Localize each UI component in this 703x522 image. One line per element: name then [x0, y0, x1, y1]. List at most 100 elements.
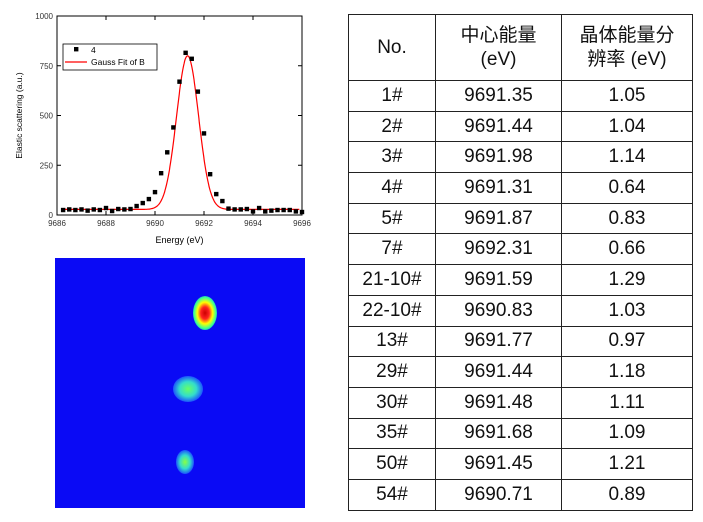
- table-row: 4# 9691.31 0.64: [348, 172, 693, 204]
- resolution-cell: 1.03: [561, 294, 693, 327]
- spot-middle: [173, 376, 203, 402]
- resolution-cell: 0.83: [561, 202, 693, 235]
- legend-label-points: 4: [91, 45, 96, 55]
- y-tick-label: 0: [49, 211, 54, 220]
- table-row: 21-10# 9691.59 1.29: [348, 264, 693, 296]
- data-point: [122, 207, 127, 212]
- data-point: [250, 209, 256, 214]
- center-energy-cell: 9691.48: [435, 386, 562, 419]
- data-point: [97, 207, 103, 213]
- sample-id-cell: 4#: [348, 172, 436, 204]
- data-point: [226, 206, 231, 211]
- data-point: [158, 171, 164, 176]
- data-point: [195, 89, 201, 94]
- data-point: [293, 209, 299, 214]
- data-point: [263, 209, 268, 214]
- data-point: [256, 205, 262, 211]
- sample-id-cell: 30#: [348, 386, 436, 419]
- y-tick-label: 750: [40, 62, 54, 71]
- x-tick-label: 9694: [244, 219, 262, 228]
- y-axis-label: Elastic scattering (a.u.): [14, 72, 24, 159]
- header-no: No.: [348, 14, 436, 81]
- sample-id-cell: 2#: [348, 110, 436, 143]
- resolution-cell: 0.64: [561, 172, 693, 204]
- x-tick-label: 9696: [293, 219, 311, 228]
- center-energy-cell: 9690.71: [435, 478, 562, 511]
- resolution-cell: 1.21: [561, 448, 693, 480]
- x-tick-label: 9692: [195, 219, 213, 228]
- table-row: 22-10# 9690.83 1.03: [348, 294, 693, 327]
- data-point: [189, 56, 194, 61]
- data-point: [140, 200, 145, 206]
- data-point: [165, 150, 170, 155]
- data-point: [269, 208, 274, 213]
- data-point: [171, 125, 176, 130]
- resolution-table: No. 中心能量 (eV) 晶体能量分 辨率 (eV) 1# 9691.35 1.0…: [348, 14, 693, 511]
- data-point: [67, 207, 72, 212]
- sample-id-cell: 50#: [348, 448, 436, 480]
- x-tick-label: 9688: [97, 219, 115, 228]
- sample-id-cell: 3#: [348, 141, 436, 174]
- center-energy-cell: 9691.35: [435, 80, 562, 112]
- header-center-energy: 中心能量 (eV): [435, 14, 562, 81]
- center-energy-cell: 9691.98: [435, 141, 562, 174]
- center-energy-cell: 9690.83: [435, 294, 562, 327]
- data-point: [79, 207, 84, 212]
- table-row: 54# 9690.71 0.89: [348, 478, 693, 511]
- data-point: [116, 206, 121, 212]
- data-point: [299, 209, 305, 215]
- data-point: [91, 207, 96, 212]
- center-energy-cell: 9691.45: [435, 448, 562, 480]
- gauss-fit-chart: 9686 9688 9690 9692 9694 9696 0 250 500 750 1000 En…: [14, 12, 311, 245]
- spot-lower: [176, 450, 194, 474]
- x-tick-label: 9690: [146, 219, 164, 228]
- y-tick-label: 500: [40, 112, 54, 121]
- sample-id-cell: 13#: [348, 325, 436, 358]
- table-row: 1# 9691.35 1.05: [348, 80, 693, 112]
- data-point: [109, 208, 115, 214]
- sample-id-cell: 7#: [348, 233, 436, 266]
- data-point: [201, 131, 207, 136]
- center-energy-cell: 9691.59: [435, 264, 562, 296]
- gauss-fit-line: [63, 55, 300, 210]
- data-point: [232, 207, 237, 212]
- resolution-cell: 1.29: [561, 264, 693, 296]
- table-header-row: No. 中心能量 (eV) 晶体能量分 辨率 (eV): [348, 14, 693, 81]
- legend-marker-points: [74, 47, 79, 52]
- resolution-cell: 0.89: [561, 478, 693, 511]
- center-energy-cell: 9692.31: [435, 233, 562, 266]
- center-energy-cell: 9691.68: [435, 417, 562, 450]
- table-row: 5# 9691.87 0.83: [348, 202, 693, 235]
- data-point: [183, 50, 188, 56]
- center-energy-cell: 9691.77: [435, 325, 562, 358]
- table-row: 30# 9691.48 1.11: [348, 386, 693, 419]
- resolution-cell: 0.66: [561, 233, 693, 266]
- sample-id-cell: 22-10#: [348, 294, 436, 327]
- sample-id-cell: 35#: [348, 417, 436, 450]
- resolution-cell: 1.05: [561, 80, 693, 112]
- table-row: 13# 9691.77 0.97: [348, 325, 693, 358]
- table-row: 29# 9691.44 1.18: [348, 356, 693, 388]
- resolution-cell: 1.04: [561, 110, 693, 143]
- resolution-cell: 1.18: [561, 356, 693, 388]
- spot-upper: [193, 296, 217, 330]
- data-point: [134, 203, 139, 209]
- resolution-cell: 0.97: [561, 325, 693, 358]
- header-resolution: 晶体能量分 辨率 (eV): [561, 14, 693, 81]
- data-point: [275, 207, 280, 213]
- center-energy-cell: 9691.31: [435, 172, 562, 204]
- x-tick-label: 9686: [48, 219, 66, 228]
- center-energy-cell: 9691.44: [435, 356, 562, 388]
- data-point: [60, 207, 66, 213]
- sample-id-cell: 29#: [348, 356, 436, 388]
- data-point: [287, 207, 292, 213]
- resolution-cell: 1.14: [561, 141, 693, 174]
- center-energy-cell: 9691.87: [435, 202, 562, 235]
- data-point: [281, 207, 286, 213]
- table-row: 7# 9692.31 0.66: [348, 233, 693, 266]
- data-point: [207, 172, 213, 177]
- center-energy-cell: 9691.44: [435, 110, 562, 143]
- table-row: 2# 9691.44 1.04: [348, 110, 693, 143]
- data-point: [214, 191, 219, 197]
- table-row: 50# 9691.45 1.21: [348, 448, 693, 480]
